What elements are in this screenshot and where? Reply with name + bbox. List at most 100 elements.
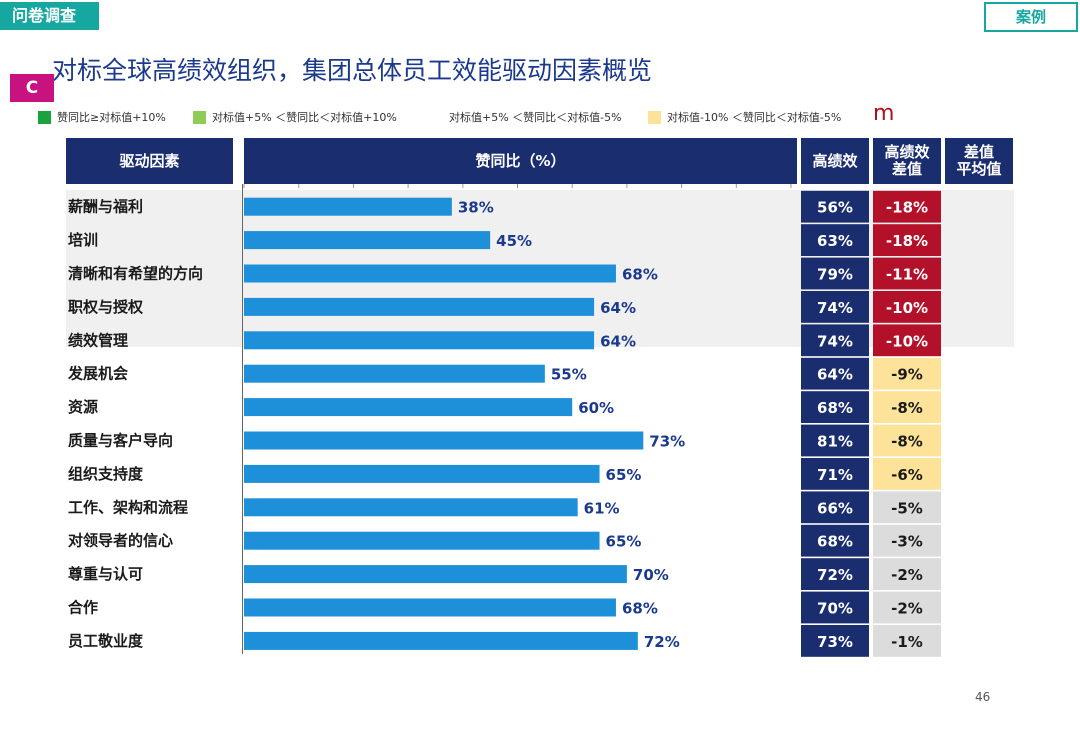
high-perf-value: 79% [817,266,853,284]
gap-cell [873,424,941,457]
high-perf-value: 73% [817,633,853,651]
gap-cell [873,625,941,657]
category-label: 清晰和有希望的方向 [68,265,203,283]
bar [244,331,595,350]
high-perf-value: 72% [817,566,853,584]
bar-value-label: 65% [606,466,642,484]
bar [244,231,491,250]
column-header-gap: 高绩效 差值 [873,138,941,184]
legend-item: 赞同比≥对标值+10% [38,107,166,127]
high-perf-cell [801,324,869,357]
bar [244,431,644,450]
bar-value-label: 68% [622,266,658,284]
gap-cell [873,524,941,557]
legend-label: 对标值-10% ＜赞同比＜对标值-5% [667,111,842,124]
high-perf-value: 68% [817,399,853,417]
section-badge: C [10,74,54,102]
case-tag: 案例 [984,2,1078,32]
bar [244,398,573,417]
bar-value-label: 61% [584,499,620,517]
gap-value: -8% [891,433,923,451]
bar [244,631,638,650]
page-title: 对标全球高绩效组织，集团总体员工效能驱动因素概览 [52,56,653,85]
y-axis-line [242,184,243,654]
category-label: 发展机会 [67,365,128,383]
gap-value: -18% [886,232,928,250]
gap-value: -10% [886,332,928,350]
high-perf-cell [801,391,869,423]
category-label: 工作、架构和流程 [68,498,188,516]
gap-cell [873,458,941,490]
gap-value: -9% [891,366,923,384]
category-label: 对领导者的信心 [68,532,173,550]
legend-label: 赞同比≥对标值+10% [57,111,166,124]
bar-value-label: 38% [458,199,494,217]
bar [244,197,452,216]
high-perf-value: 74% [817,332,853,350]
high-perf-value: 56% [817,199,853,217]
bar-value-label: 64% [600,299,636,317]
gap-value: -5% [891,499,923,517]
legend-label: 对标值+5% ＜赞同比＜对标值+10% [212,111,397,124]
legend-swatch [430,110,443,124]
bar [244,364,545,383]
legend-swatch [648,110,661,124]
gap-cell [873,224,941,256]
column-header-factor: 驱动因素 [66,138,233,184]
gap-value: -1% [891,633,923,651]
category-label: 合作 [67,599,98,617]
category-label: 质量与客户导向 [68,432,173,450]
high-perf-value: 68% [817,533,853,551]
gap-value: -8% [891,399,923,417]
gap-value: -3% [891,533,923,551]
gap-value: -18% [886,199,928,217]
gap-cell [873,591,941,624]
category-label: 组织支持度 [68,465,144,483]
gap-cell [873,558,941,590]
high-perf-cell [801,190,869,223]
high-perf-cell [801,424,869,457]
section-tag: 问卷调查 [0,2,99,30]
gap-value: -2% [891,600,923,618]
high-perf-cell [801,291,869,323]
high-perf-value: 81% [817,433,853,451]
legend-extra-mark: m [873,101,895,126]
high-perf-cell [801,458,869,490]
gap-cell [873,324,941,357]
category-label: 绩效管理 [68,331,128,349]
category-label: 资源 [68,398,98,416]
legend-item: 对标值-10% ＜赞同比＜对标值-5% [648,107,841,127]
high-perf-cell [801,357,869,390]
column-header-gap-avg: 差值 平均值 [945,138,1013,184]
category-label: 薪酬与福利 [68,198,143,216]
bar [244,531,600,550]
bar-value-label: 65% [606,533,642,551]
high-perf-cell [801,558,869,590]
high-perf-cell [801,524,869,557]
bar-value-label: 64% [600,332,636,350]
gap-cell [873,391,941,423]
high-perf-value: 66% [817,499,853,517]
high-perf-cell [801,491,869,524]
bar-value-label: 60% [578,399,614,417]
column-header-high-perf: 高绩效 [801,138,869,184]
gap-cell [873,190,941,223]
bar-value-label: 72% [644,633,680,651]
gap-value: -11% [886,266,928,284]
bar-value-label: 45% [496,232,532,250]
bar-value-label: 68% [622,600,658,618]
gap-cell [873,291,941,323]
high-perf-cell [801,224,869,256]
column-header-agree: 赞同比（%） [244,138,797,184]
category-label: 尊重与认可 [68,565,143,583]
legend-label: 对标值+5% ＜赞同比＜对标值-5% [449,111,622,124]
high-perf-cell [801,625,869,657]
bar [244,297,595,316]
category-label: 职权与授权 [68,298,144,316]
gap-value: -2% [891,566,923,584]
high-perf-cell [801,591,869,624]
bar [244,498,578,517]
bar-value-label: 70% [633,566,669,584]
legend-item: 对标值+5% ＜赞同比＜对标值-5% [430,107,622,127]
